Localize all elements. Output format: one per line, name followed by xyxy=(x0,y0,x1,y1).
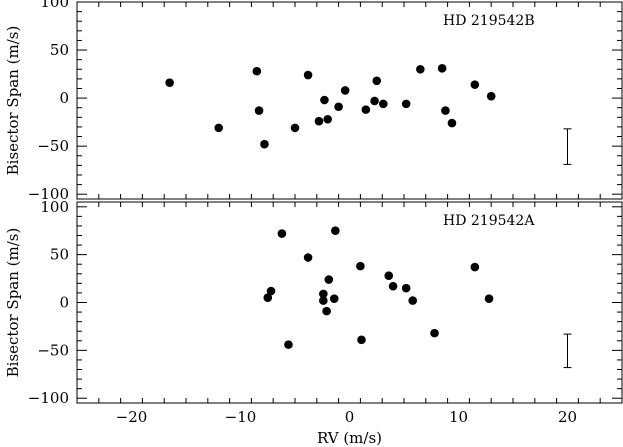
data-point xyxy=(441,106,450,115)
y-tick-label: 100 xyxy=(40,0,69,11)
data-point xyxy=(486,91,496,101)
data-point xyxy=(319,289,328,299)
data-point xyxy=(314,116,324,126)
plot-frame xyxy=(76,201,623,404)
data-point xyxy=(324,275,334,284)
y-axis-label: Bisector Span (m/s) xyxy=(4,228,22,378)
x-tick-label: 10 xyxy=(449,408,468,426)
data-point xyxy=(254,106,264,115)
data-point xyxy=(388,281,398,291)
data-point xyxy=(165,78,174,88)
data-point xyxy=(252,66,262,76)
data-point xyxy=(372,76,382,86)
data-point xyxy=(370,96,379,106)
y-axis-label: Bisector Span (m/s) xyxy=(4,26,22,176)
x-tick-label: 0 xyxy=(345,408,355,426)
x-tick-label: −10 xyxy=(225,408,257,426)
data-point xyxy=(361,105,371,114)
data-point xyxy=(214,123,223,133)
y-tick-label: 50 xyxy=(50,246,69,264)
data-point xyxy=(334,102,343,112)
data-point xyxy=(329,294,339,303)
x-tick-label: −20 xyxy=(116,408,148,426)
x-tick-label: 20 xyxy=(558,408,577,426)
data-point xyxy=(470,80,480,89)
y-tick-label: 0 xyxy=(59,89,69,107)
data-point xyxy=(331,226,340,236)
plot-frame xyxy=(76,1,623,200)
data-point xyxy=(416,64,425,74)
data-point xyxy=(484,294,494,303)
data-point xyxy=(260,139,269,149)
y-tick-label: −50 xyxy=(37,137,69,155)
data-point xyxy=(303,70,313,80)
y-tick-label: 50 xyxy=(50,41,69,59)
data-point xyxy=(378,99,388,109)
data-point xyxy=(437,64,447,73)
x-axis-label: RV (m/s) xyxy=(317,429,382,447)
data-point xyxy=(356,261,365,271)
data-point xyxy=(284,340,293,349)
y-tick-label: 0 xyxy=(59,294,69,312)
data-point xyxy=(384,271,394,281)
data-point xyxy=(290,123,300,133)
data-point xyxy=(447,118,457,128)
y-tick-label: −100 xyxy=(28,389,69,407)
data-point xyxy=(263,293,273,303)
data-point xyxy=(340,86,350,95)
panel-title: HD 219542B xyxy=(443,13,535,29)
data-point xyxy=(323,114,333,124)
data-point xyxy=(357,335,366,345)
y-tick-label: −50 xyxy=(37,341,69,359)
y-tick-label: −100 xyxy=(28,185,69,203)
data-point xyxy=(430,328,439,338)
data-point xyxy=(401,99,411,109)
data-point xyxy=(322,306,331,316)
data-point xyxy=(277,229,287,238)
data-point xyxy=(320,95,329,105)
data-point xyxy=(303,253,313,262)
data-point xyxy=(408,296,418,305)
panel-title: HD 219542A xyxy=(443,213,535,229)
data-point xyxy=(319,296,328,305)
panel-top: 100 50 0 −50 −100 HD 219542B Bisector Span (m/… xyxy=(4,0,623,203)
y-tick-label: 100 xyxy=(40,198,69,216)
data-point xyxy=(470,262,480,272)
data-point xyxy=(401,283,411,293)
data-point xyxy=(266,286,276,296)
